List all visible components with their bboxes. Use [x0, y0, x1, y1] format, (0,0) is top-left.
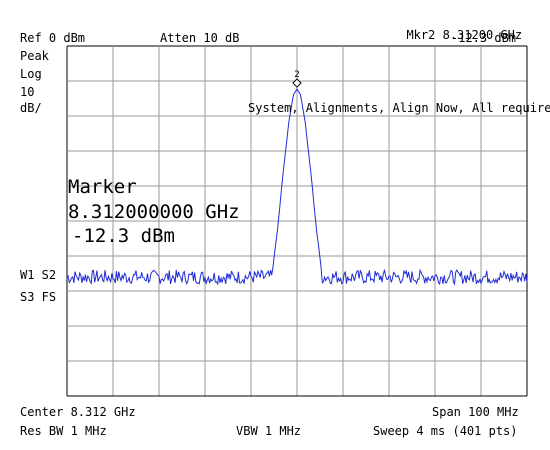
scale-type-label: Log — [20, 67, 42, 81]
graticule — [66, 45, 528, 397]
marker-readout-frequency: 8.312000000 GHz — [68, 201, 240, 223]
scale-unit-label: dB/ — [20, 101, 42, 115]
marker-id: Mkr2 — [406, 28, 436, 42]
marker-freq-header: 8.31200 GHz — [442, 28, 523, 42]
sweep: Sweep 4 ms (401 pts) — [373, 424, 518, 438]
span: Span 100 MHz — [432, 405, 519, 419]
detector-label: Peak — [20, 49, 49, 63]
ref-level: Ref 0 dBm — [20, 31, 86, 45]
alignment-message: System, Alignments, Align Now, All requi… — [248, 101, 550, 115]
vbw: VBW 1 MHz — [236, 424, 302, 438]
trace-flags-2: S3 FS — [20, 290, 57, 304]
res-bw: Res BW 1 MHz — [20, 424, 107, 438]
trace-flags-1: W1 S2 — [20, 268, 57, 282]
center-frequency: Center 8.312 GHz — [20, 405, 136, 419]
marker-amp-header: -12.3 dBm — [451, 31, 517, 45]
attenuation: Atten 10 dB — [160, 31, 240, 45]
scale-value-label: 10 — [20, 85, 35, 99]
marker-readout-title: Marker — [68, 176, 137, 198]
marker-number: 2 — [294, 70, 299, 80]
marker-2[interactable]: 2 — [292, 70, 302, 88]
marker-readout-amplitude: -12.3 dBm — [72, 225, 175, 247]
marker-diamond — [292, 78, 302, 88]
trace-line — [66, 88, 528, 286]
